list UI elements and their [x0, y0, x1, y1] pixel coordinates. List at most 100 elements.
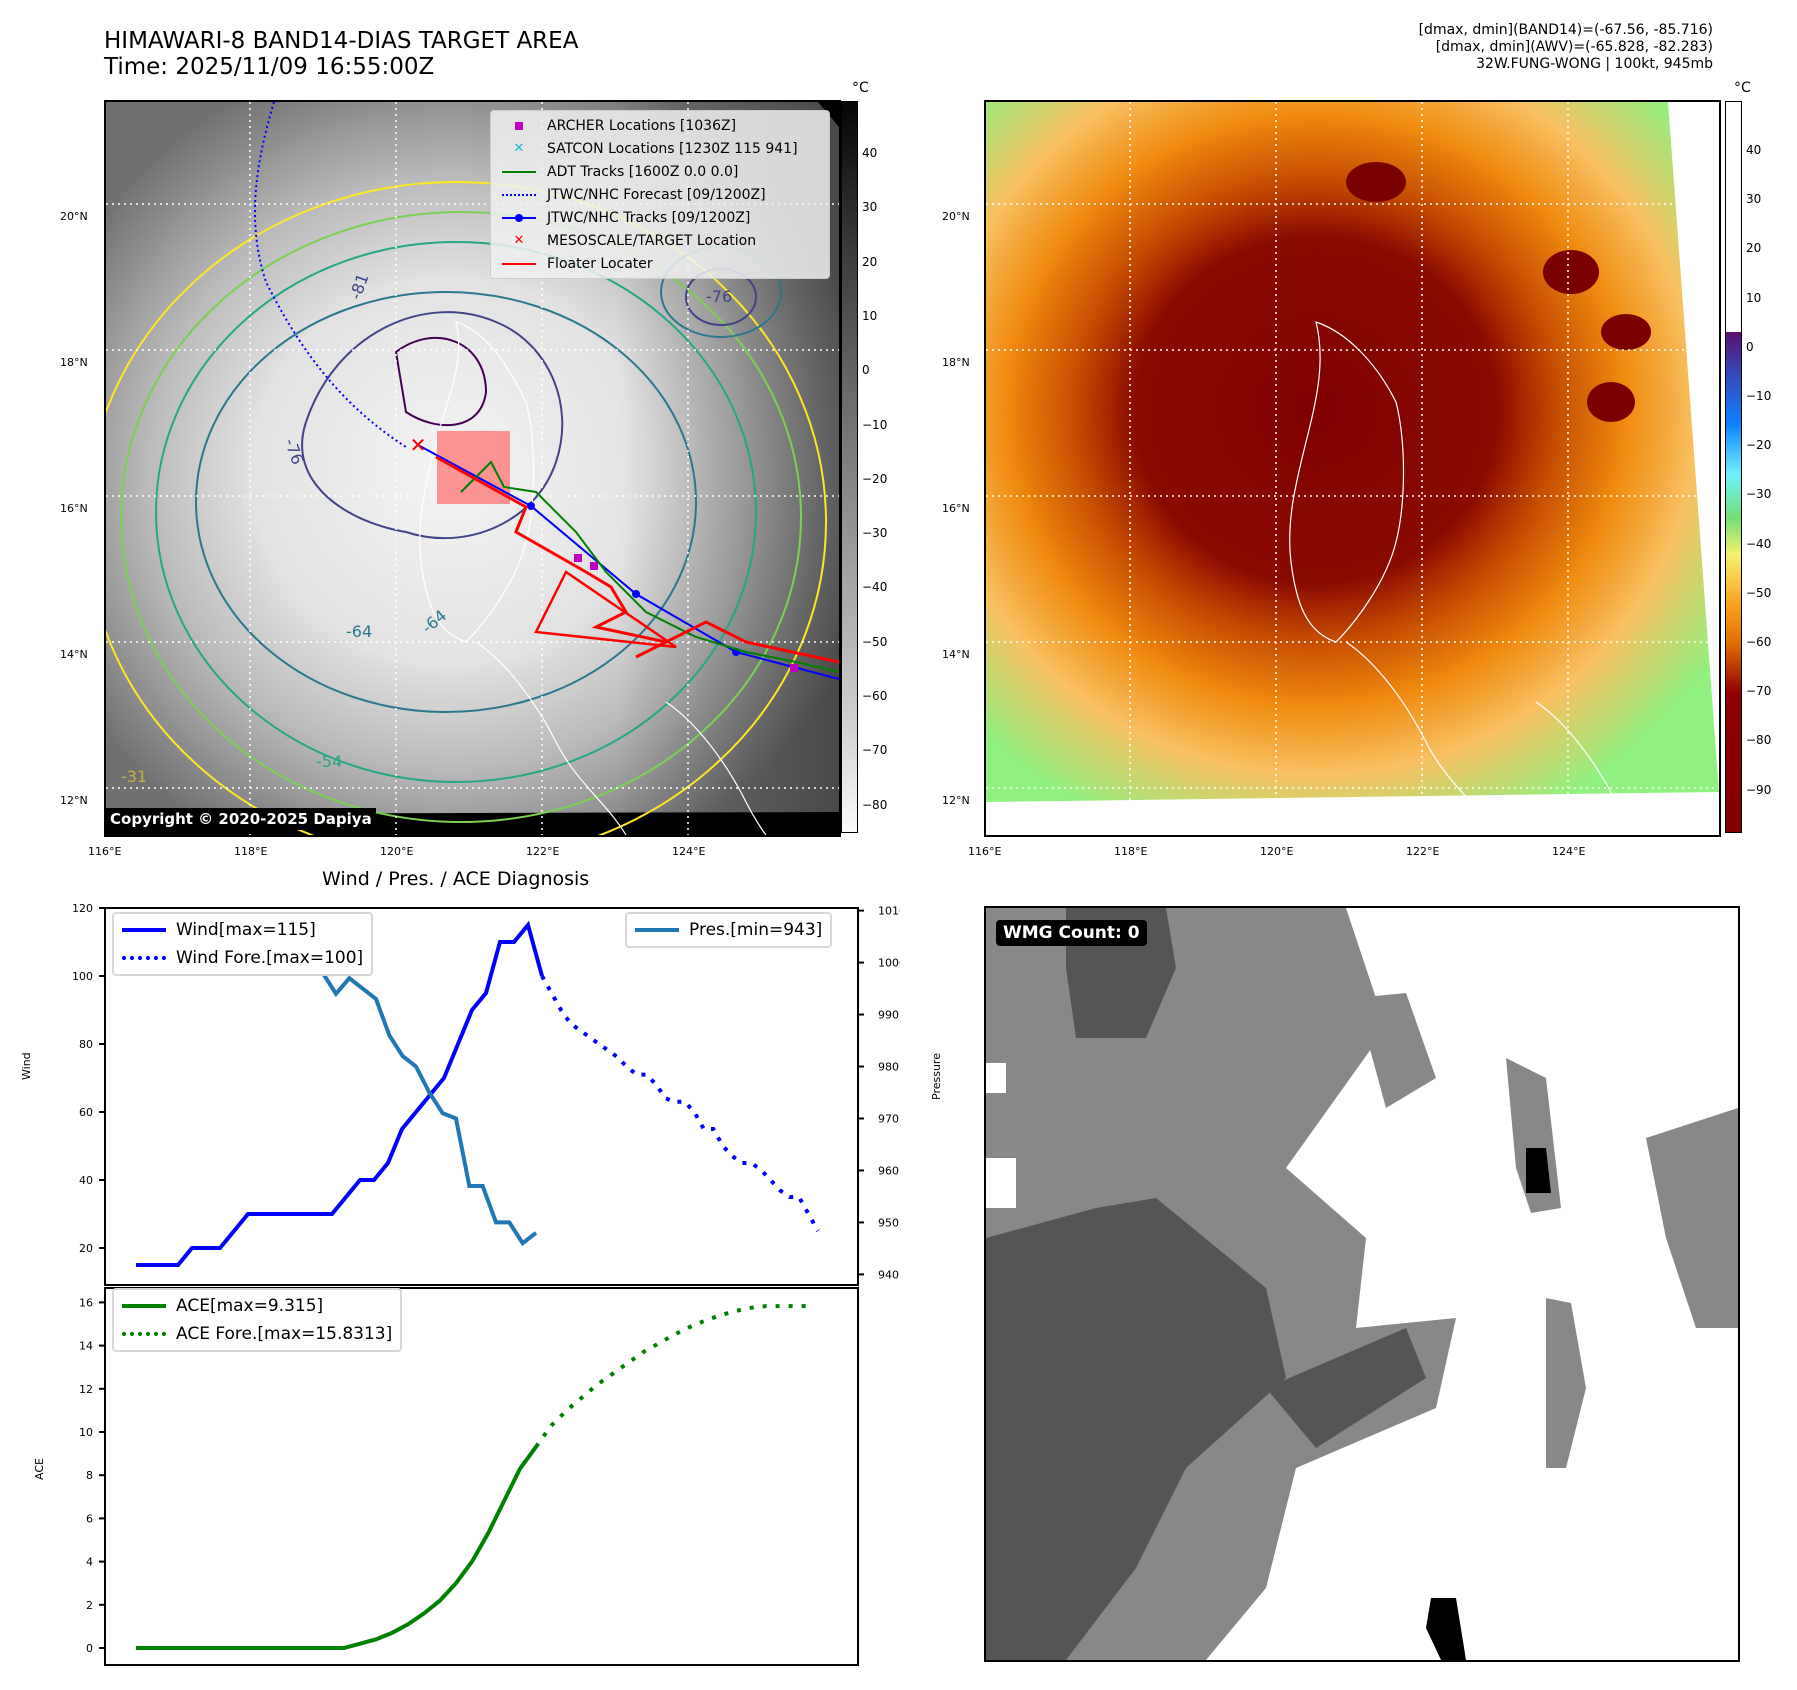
colorbar-tick: −80: [862, 797, 888, 812]
contour-64: [195, 291, 697, 713]
colorbar-tick: −60: [862, 689, 888, 703]
pressure-tick-label: 970: [878, 1112, 899, 1125]
wind-tick-label: 100: [72, 970, 93, 983]
ace-tick-label: 8: [86, 1469, 93, 1482]
colorbar-tick: −10: [862, 417, 888, 432]
wind-line: [136, 920, 544, 1267]
colorbar-tick: −30: [862, 526, 888, 541]
lon-tick: 124°E: [1552, 845, 1586, 858]
contour-31: [106, 181, 827, 835]
ace-legend: ACE[max=9.315] ACE Fore.[max=15.8313]: [112, 1288, 403, 1352]
adt-track: [460, 460, 839, 673]
ace-tick-label: 12: [79, 1383, 93, 1396]
right-colorbar: [1725, 101, 1742, 833]
jtwc-track-point: [632, 590, 640, 598]
diagnosis-title: Wind / Pres. / ACE Diagnosis: [322, 868, 590, 890]
lat-tick: 14°N: [942, 648, 970, 661]
contour-42: [120, 211, 802, 823]
colorbar-tick: 40: [862, 146, 878, 160]
contour-54: [155, 241, 757, 783]
wind-axis-label: Wind: [20, 1052, 33, 1080]
lon-tick: 124°E: [672, 845, 706, 858]
map-legend: ARCHER Locations [1036Z] ✕ SATCON Locati…: [490, 110, 830, 279]
wind-tick-label: 80: [79, 1038, 93, 1051]
legend-item-mesoscale: ✕ MESOSCALE/TARGET Location: [491, 229, 829, 252]
contour-76: [301, 311, 564, 540]
lat-tick: 20°N: [942, 210, 970, 223]
colorbar-tick: −50: [1746, 585, 1772, 600]
colorbar-tick: 30: [862, 200, 878, 215]
storm-info: 32W.FUNG-WONG | 100kt, 945mb: [1476, 56, 1713, 72]
contour-label: -76: [706, 287, 733, 306]
lon-tick: 118°E: [1114, 845, 1148, 858]
ace-tick-label: 4: [86, 1556, 93, 1569]
x-marker-icon: ✕: [513, 141, 525, 156]
legend-item-adt: ADT Tracks [1600Z 0.0 0.0]: [491, 160, 829, 183]
figure-title: HIMAWARI-8 BAND14-DIAS TARGET AREA: [104, 28, 579, 54]
legend-item-archer: ARCHER Locations [1036Z]: [491, 114, 829, 137]
lon-tick: 116°E: [968, 845, 1002, 858]
contour-label: -64: [346, 622, 373, 641]
lat-tick: 18°N: [60, 356, 88, 369]
colorbar-tick: 20: [862, 254, 878, 269]
contour-label: -31: [121, 767, 148, 786]
colorbar-tick: −40: [862, 580, 888, 595]
colorbar-tick: 10: [862, 308, 878, 323]
lon-tick: 120°E: [1260, 845, 1294, 858]
left-colorbar-unit: °C: [852, 80, 869, 96]
wind-tick-label: 40: [79, 1174, 93, 1187]
pressure-tick-label: 1000: [878, 957, 900, 970]
stats-band14: [dmax, dmin](BAND14)=(-67.56, -85.716): [1418, 22, 1713, 38]
archer-marker: [574, 554, 582, 562]
ace-tick-label: 0: [86, 1642, 93, 1655]
legend-item-ace-forecast: ACE Fore.[max=15.8313]: [114, 1320, 400, 1348]
ace-axis-label: ACE: [33, 1458, 46, 1480]
contour-81: [394, 336, 488, 427]
lon-tick: 122°E: [526, 845, 560, 858]
lat-tick: 16°N: [60, 502, 88, 515]
colorbar-tick: −80: [1746, 733, 1772, 748]
dotted-line-icon: [122, 956, 166, 960]
colorbar-tick: −10: [1746, 389, 1772, 403]
lat-tick: 14°N: [60, 648, 88, 661]
line-icon: [635, 928, 679, 932]
lon-tick: 118°E: [234, 845, 268, 858]
awv-map-svg: [986, 102, 1719, 835]
colorbar-tick: −90: [1746, 782, 1772, 797]
lat-tick: 20°N: [60, 210, 88, 223]
wind-forecast-line: [540, 975, 820, 1232]
dotted-line-icon: [499, 193, 539, 196]
ace-tick-label: 16: [79, 1296, 93, 1309]
pressure-axis-label: Pressure: [930, 1053, 943, 1100]
wmg-image: [986, 908, 1738, 1660]
wmg-count-label: WMG Count: 0: [996, 920, 1147, 946]
contour-label: -54: [316, 752, 343, 771]
wmg-black-pixel: [1426, 1598, 1466, 1660]
square-marker-icon: [499, 121, 539, 130]
ace-chart: 16 14 12 10 8 6 4 2 0: [79, 1287, 859, 1666]
colorbar-tick: 40: [1746, 143, 1762, 157]
legend-item-jtwc-tracks: JTWC/NHC Tracks [09/1200Z]: [491, 206, 829, 229]
ace-axes-frame: [104, 1287, 859, 1666]
stats-block: [dmax, dmin](BAND14)=(-67.56, -85.716) […: [1419, 22, 1713, 73]
colorbar-tick: −50: [862, 634, 888, 649]
colorbar-tick: −30: [1746, 487, 1772, 502]
wind-legend: Wind[max=115] Wind Fore.[max=100]: [112, 912, 374, 976]
legend-item-pressure: Pres.[min=943]: [627, 916, 830, 944]
legend-item-wind-forecast: Wind Fore.[max=100]: [114, 944, 371, 972]
pressure-tick-label: 1010: [878, 905, 900, 918]
archer-marker: [590, 562, 598, 570]
wmg-panel: WMG Count: 0: [984, 906, 1740, 1662]
colorbar-tick: 0: [862, 363, 870, 378]
colorbar-tick: −20: [862, 471, 888, 486]
colorbar-tick: −70: [1746, 684, 1772, 699]
pressure-tick-label: 940: [878, 1268, 899, 1281]
figure-time: Time: 2025/11/09 16:55:00Z: [104, 54, 435, 80]
band14-map: ✕ -64 -64 -54 -31 -76 -81 -76 ARCHER Loc…: [104, 100, 841, 837]
colorbar-tick: −40: [1746, 536, 1772, 551]
x-marker-icon: ✕: [513, 233, 525, 248]
wind-axes-frame: [104, 907, 859, 1286]
gridlines: [986, 102, 1719, 835]
pressure-legend: Pres.[min=943]: [625, 912, 833, 948]
colorbar-tick: −70: [862, 743, 888, 758]
